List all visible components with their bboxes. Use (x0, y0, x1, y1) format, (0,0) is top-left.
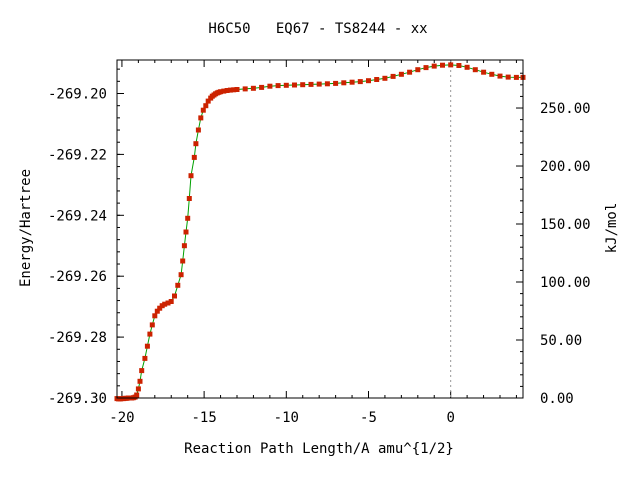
data-point (198, 115, 204, 121)
data-point (191, 154, 197, 160)
y-tick-label: -269.24 (48, 208, 107, 224)
x-tick-label: -20 (109, 410, 134, 426)
data-point (283, 82, 289, 88)
plot-frame (116, 59, 524, 399)
y-tick-label: -269.28 (48, 330, 107, 346)
data-point (456, 63, 462, 68)
data-point (242, 86, 248, 92)
data-point (205, 98, 211, 104)
y2-tick-label: 150.00 (540, 217, 591, 233)
data-point (275, 83, 281, 89)
data-point (185, 215, 191, 221)
data-point (188, 173, 194, 179)
data-point (300, 82, 306, 88)
y2-tick-label: 0.00 (540, 391, 574, 407)
x-tick-label: -10 (274, 410, 299, 426)
data-point (349, 79, 355, 85)
axis-ticks (117, 60, 523, 399)
data-point (472, 67, 478, 73)
data-point (259, 84, 265, 90)
x-tick-label: -5 (360, 410, 377, 426)
chart-title: H6C50 EQ67 - TS8244 - xx (208, 21, 427, 37)
data-point (366, 78, 371, 84)
x-tick-label: -15 (191, 410, 216, 426)
y-tick-label: -269.26 (48, 269, 107, 285)
data-point (316, 81, 322, 87)
data-point (168, 299, 174, 304)
y-axis-label: Energy/Hartree (18, 169, 34, 287)
data-point (333, 80, 339, 86)
data-point (481, 69, 487, 75)
data-point (172, 293, 177, 299)
data-point (390, 73, 396, 79)
data-point (134, 392, 140, 398)
data-point (180, 258, 186, 264)
data-point (382, 75, 388, 81)
data-point (137, 378, 143, 384)
data-point (200, 107, 206, 113)
data-point (489, 71, 495, 77)
data-point (448, 62, 454, 68)
data-point (234, 87, 240, 92)
data-point (203, 103, 209, 109)
data-point (415, 67, 421, 73)
x-axis-label: Reaction Path Length/A amu^{1/2} (184, 441, 454, 457)
data-point (267, 83, 273, 89)
data-point (231, 87, 237, 93)
data-point (374, 77, 380, 82)
data-point (423, 65, 429, 71)
data-point (440, 62, 445, 68)
data-point (250, 85, 256, 91)
data-point (147, 331, 153, 337)
data-point (144, 343, 150, 349)
data-point (152, 313, 158, 319)
data-point (398, 71, 404, 77)
data-point (464, 64, 470, 70)
data-point (218, 89, 224, 95)
data-point (154, 308, 160, 314)
data-point (224, 88, 230, 93)
data-point (292, 82, 297, 88)
data-point (181, 243, 187, 249)
y2-axis-label: kJ/mol (604, 203, 620, 254)
y2-tick-label: 200.00 (540, 159, 591, 175)
y-tick-label: -269.30 (48, 391, 107, 407)
data-point (341, 80, 347, 86)
y2-tick-label: 250.00 (540, 101, 591, 117)
data-point (165, 300, 171, 306)
y-tick-label: -269.22 (48, 147, 107, 163)
data-point (142, 355, 148, 361)
data-point (357, 79, 363, 85)
data-point (431, 63, 437, 69)
data-point (324, 81, 330, 87)
data-point (505, 74, 511, 80)
data-point (497, 73, 503, 79)
series-line (116, 64, 523, 400)
y2-tick-label: 100.00 (540, 275, 591, 291)
data-point (135, 386, 141, 392)
data-point (221, 88, 227, 94)
data-point (183, 229, 189, 235)
axis-tick-labels: -20 -15 -10 -5 0 -269.30 -269.28 -269.26 -269.24… (48, 86, 591, 426)
data-point (149, 322, 155, 328)
x-tick-label: 0 (446, 410, 454, 426)
data-point (175, 282, 181, 288)
data-point (193, 141, 199, 147)
data-point (513, 74, 519, 80)
data-point (407, 69, 413, 75)
plot-area (114, 62, 526, 402)
data-point (186, 196, 192, 201)
data-point (195, 127, 201, 133)
data-point (178, 272, 184, 278)
data-point (308, 81, 314, 87)
data-point (139, 368, 145, 374)
data-point (227, 87, 233, 93)
y2-tick-label: 50.00 (540, 333, 582, 349)
data-point (162, 301, 168, 307)
y-tick-label: -269.20 (48, 86, 107, 102)
